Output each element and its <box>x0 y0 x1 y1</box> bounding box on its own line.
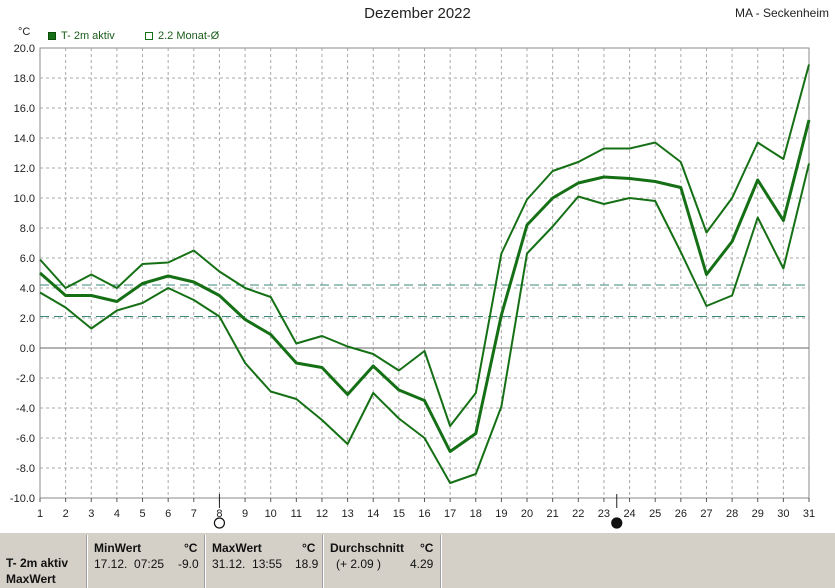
legend-label-average: 2.2 Monat-Ø <box>158 30 220 42</box>
series-lines <box>39 64 811 484</box>
max-datetime: 31.12. 13:55 <box>212 557 283 571</box>
reference-lines <box>40 284 809 317</box>
new-moon-icon <box>611 517 623 529</box>
x-tick-label: 24 <box>623 508 635 520</box>
x-tick-label: 2 <box>63 508 69 520</box>
x-tick-label: 11 <box>291 508 302 520</box>
station-name: MA - Seckenheim <box>734 6 829 20</box>
x-tick-label: 7 <box>191 508 197 520</box>
legend-item-average: 2.2 Monat-Ø <box>145 30 219 42</box>
min-value: -9.0 <box>178 557 199 571</box>
avg-header: Durchschnitt <box>330 541 405 555</box>
x-tick-label: 3 <box>88 508 94 520</box>
legend-item-current: T- 2m aktiv <box>48 30 115 42</box>
x-tick-label: 18 <box>470 508 482 520</box>
x-tick-label: 12 <box>316 508 328 520</box>
y-unit-label: °C <box>18 26 31 38</box>
avg-deviation: (+ 2.09 ) <box>336 557 382 571</box>
x-tick-label: 13 <box>341 508 353 520</box>
x-tick-label: 9 <box>242 508 248 520</box>
y-tick-label: -10.0 <box>10 493 35 505</box>
divider <box>204 535 205 588</box>
x-tick-label: 23 <box>598 508 610 520</box>
x-tick-label: 26 <box>675 508 687 520</box>
max-header: MaxWert <box>212 541 262 555</box>
x-tick-label: 29 <box>752 508 764 520</box>
divider <box>440 535 441 588</box>
y-tick-label: 6.0 <box>20 253 35 265</box>
grid <box>39 47 810 499</box>
full-moon-icon <box>213 517 226 529</box>
divider <box>322 535 323 588</box>
x-tick-label: 28 <box>726 508 738 520</box>
x-tick-label: 16 <box>418 508 430 520</box>
x-tick-label: 21 <box>547 508 559 520</box>
y-tick-label: -8.0 <box>16 463 35 475</box>
x-tick-label: 30 <box>777 508 789 520</box>
row-label-secondary: MaxWert <box>6 572 56 586</box>
x-tick-label: 20 <box>521 508 533 520</box>
statistics-panel: T- 2m aktiv MaxWert MinWert °C 17.12. 07… <box>0 533 835 588</box>
min-datetime: 17.12. 07:25 <box>94 557 165 571</box>
series-line-mean <box>39 119 811 453</box>
x-tick-label: 1 <box>37 508 43 520</box>
x-tick-label: 8 <box>216 508 222 520</box>
chart-title: Dezember 2022 <box>364 5 471 22</box>
x-axis-ticks: 1 2 3 4 5 6 7 8 9 10 11 12 13 14 15 16 17 18 19 20 21 22 23 24 2… <box>37 498 815 520</box>
x-tick-label: 6 <box>165 508 171 520</box>
legend-label-current: T- 2m aktiv <box>61 30 115 42</box>
x-tick-label: 17 <box>444 508 456 520</box>
x-tick-label: 31 <box>803 508 815 520</box>
y-tick-label: 20.0 <box>14 43 35 55</box>
y-tick-label: -6.0 <box>16 433 35 445</box>
x-tick-label: 5 <box>139 508 145 520</box>
min-unit: °C <box>184 541 198 555</box>
y-tick-label: 10.0 <box>14 193 35 205</box>
x-tick-label: 19 <box>495 508 507 520</box>
y-tick-label: -4.0 <box>16 403 35 415</box>
row-label: T- 2m aktiv <box>6 556 69 570</box>
y-tick-label: -2.0 <box>16 373 35 385</box>
x-tick-label: 14 <box>367 508 379 520</box>
max-value: 18.9 <box>295 557 319 571</box>
y-tick-label: 14.0 <box>14 133 35 145</box>
y-axis-ticks: 20.0 18.0 16.0 14.0 12.0 10.0 8.0 6.0 4.0 2.0 0.0 -… <box>10 43 35 505</box>
legend-swatch-outline <box>145 32 153 40</box>
temperature-chart: 20.0 18.0 16.0 14.0 12.0 10.0 8.0 6.0 4.0 2.0 0.0 -… <box>10 43 815 529</box>
avg-value: 4.29 <box>410 557 434 571</box>
x-tick-label: 4 <box>114 508 120 520</box>
y-tick-label: 0.0 <box>20 343 35 355</box>
x-tick-label: 10 <box>265 508 277 520</box>
y-tick-label: 2.0 <box>20 313 35 325</box>
y-tick-label: 16.0 <box>14 103 35 115</box>
series-line-min <box>39 163 810 484</box>
min-header: MinWert <box>94 541 142 555</box>
y-tick-label: 12.0 <box>14 163 35 175</box>
x-tick-label: 27 <box>700 508 712 520</box>
y-tick-label: 4.0 <box>20 283 35 295</box>
moon-phases <box>213 494 623 529</box>
avg-unit: °C <box>420 541 434 555</box>
legend-swatch-filled <box>48 32 56 40</box>
series-line-max <box>39 64 810 427</box>
divider <box>86 535 87 588</box>
y-tick-label: 18.0 <box>14 73 35 85</box>
x-tick-label: 22 <box>572 508 584 520</box>
x-tick-label: 15 <box>393 508 405 520</box>
x-tick-label: 25 <box>649 508 661 520</box>
max-unit: °C <box>302 541 316 555</box>
y-tick-label: 8.0 <box>20 223 35 235</box>
